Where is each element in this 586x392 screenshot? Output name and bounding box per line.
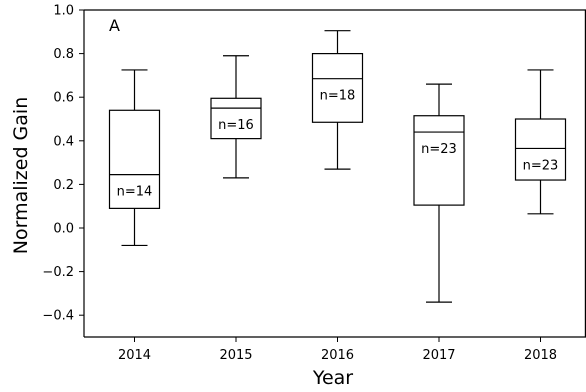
iqr-box — [311, 52, 364, 123]
sample-size-label: n=23 — [421, 142, 457, 157]
y-tick-label: 0.6 — [53, 91, 74, 106]
sample-size-label: n=14 — [117, 185, 153, 200]
panel-label: A — [109, 16, 120, 35]
y-tick-label: 0.4 — [53, 134, 74, 149]
iqr-box — [108, 109, 161, 209]
sample-size-label: n=18 — [320, 89, 356, 104]
iqr-box — [413, 115, 465, 206]
x-tick-label: 2014 — [118, 348, 151, 363]
iqr-box — [210, 97, 262, 140]
y-axis-title: Normalized Gain — [10, 97, 32, 254]
box-2016: n=18 — [311, 30, 364, 170]
y-tick-label: −0.2 — [42, 265, 74, 280]
x-tick-label: 2016 — [321, 348, 354, 363]
x-tick-label: 2017 — [422, 348, 455, 363]
x-tick-label: 2018 — [524, 348, 557, 363]
boxes-group: n=14 n=16 n=18 n=23 n=23 — [108, 30, 567, 303]
box-2017: n=23 — [413, 83, 465, 303]
sample-size-label: n=23 — [523, 158, 559, 173]
box-2018: n=23 — [514, 69, 567, 215]
x-tick-label: 2015 — [219, 348, 252, 363]
y-tick-label: −0.4 — [42, 309, 74, 324]
axes — [79, 9, 586, 342]
box-2015: n=16 — [210, 55, 262, 179]
y-tick-label: 0.8 — [53, 47, 74, 62]
iqr-box — [514, 118, 567, 181]
y-tick-label: 0.0 — [53, 222, 74, 237]
box-2014: n=14 — [108, 69, 161, 247]
y-tick-label: 0.2 — [53, 178, 74, 193]
sample-size-label: n=16 — [218, 118, 254, 133]
labels-group: −0.4 −0.2 0.0 0.2 0.4 0.6 0.8 1.0 2014 2015 2016 20… — [10, 4, 557, 390]
y-tick-label: 1.0 — [53, 4, 74, 19]
x-axis-title: Year — [312, 367, 353, 389]
